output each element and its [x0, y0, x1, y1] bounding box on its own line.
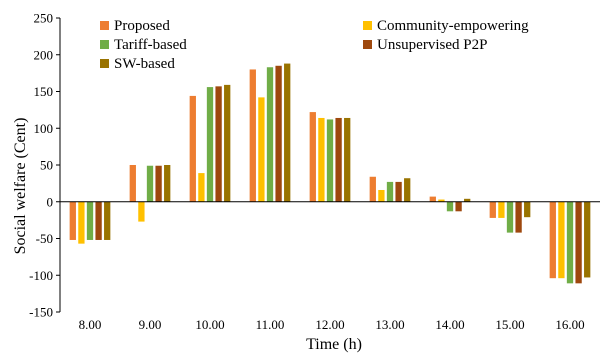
bar — [464, 198, 471, 202]
bar — [584, 201, 591, 278]
y-tick-labels: 250 200 150 100 50 0 -50 -100 -150 — [29, 11, 53, 320]
bar — [95, 201, 102, 240]
x-tick-label: 12.00 — [315, 317, 344, 332]
bar — [506, 201, 514, 233]
bar — [395, 181, 402, 202]
bar — [438, 199, 445, 202]
bar — [258, 97, 265, 202]
x-tick-label: 11.00 — [256, 317, 285, 332]
bar — [498, 201, 505, 218]
axes — [56, 17, 600, 313]
y-axis-label: Social welfare (Cent) — [12, 118, 29, 255]
bar — [138, 201, 145, 222]
bar — [455, 201, 462, 212]
bar — [326, 119, 334, 202]
legend-swatch — [100, 59, 109, 68]
x-tick-label: 13.00 — [375, 317, 404, 332]
y-tick-label: 100 — [34, 121, 54, 136]
bar — [189, 95, 196, 202]
bar — [429, 196, 436, 202]
x-tick-label: 16.00 — [555, 317, 584, 332]
bar — [266, 67, 274, 202]
x-axis-label: Time (h) — [306, 336, 362, 353]
bar — [489, 201, 496, 218]
bar — [215, 86, 222, 202]
bar — [575, 201, 582, 284]
bar — [164, 165, 171, 202]
bar — [404, 178, 411, 202]
x-tick-labels: 8.00 9.00 10.00 11.00 12.00 13.00 14.00 15.00 16… — [79, 317, 585, 332]
y-tick-label: 250 — [34, 11, 54, 26]
x-tick-label: 10.00 — [195, 317, 224, 332]
bar — [224, 84, 231, 202]
bar — [386, 181, 394, 202]
bar — [206, 87, 214, 202]
bar — [446, 201, 454, 212]
bar — [524, 201, 531, 218]
y-tick-label: -150 — [29, 305, 53, 320]
legend-label: Proposed — [114, 18, 170, 34]
legend-label: Unsupervised P2P — [377, 37, 487, 53]
bar — [129, 165, 136, 202]
legend-label: SW-based — [114, 56, 175, 72]
x-tick-label: 9.00 — [139, 317, 162, 332]
y-tick-label: 0 — [47, 194, 54, 209]
y-tick-label: -100 — [29, 268, 53, 283]
bar — [155, 165, 162, 202]
bar — [309, 112, 316, 202]
bar — [335, 117, 342, 202]
bar — [146, 165, 154, 202]
bar — [198, 173, 205, 202]
bar — [318, 117, 325, 202]
bar — [566, 201, 574, 284]
legend-swatch — [100, 21, 109, 30]
bar — [104, 201, 111, 240]
legend-label: Community-empowering — [377, 18, 529, 34]
y-tick-label: 150 — [34, 84, 54, 99]
legend-swatch — [363, 40, 372, 49]
y-tick-label: 200 — [34, 47, 54, 62]
bar — [69, 201, 76, 240]
bar — [284, 63, 291, 202]
legend-label: Tariff-based — [114, 37, 187, 53]
bar — [558, 201, 565, 279]
bar — [515, 201, 522, 233]
bar — [344, 117, 351, 202]
bar — [369, 176, 376, 202]
y-tick-label: 50 — [40, 158, 53, 173]
bar — [78, 201, 85, 244]
x-tick-label: 15.00 — [495, 317, 524, 332]
bar — [249, 69, 256, 202]
x-tick-label: 14.00 — [435, 317, 464, 332]
bar — [549, 201, 556, 279]
bars — [69, 63, 591, 284]
legend: Proposed Tariff-based SW-based Community-em… — [100, 18, 529, 72]
x-tick-label: 8.00 — [79, 317, 102, 332]
bar — [86, 201, 94, 240]
bar — [378, 189, 385, 202]
legend-swatch — [363, 21, 372, 30]
bar — [275, 65, 282, 202]
y-tick-label: -50 — [36, 231, 53, 246]
legend-swatch — [100, 40, 109, 49]
